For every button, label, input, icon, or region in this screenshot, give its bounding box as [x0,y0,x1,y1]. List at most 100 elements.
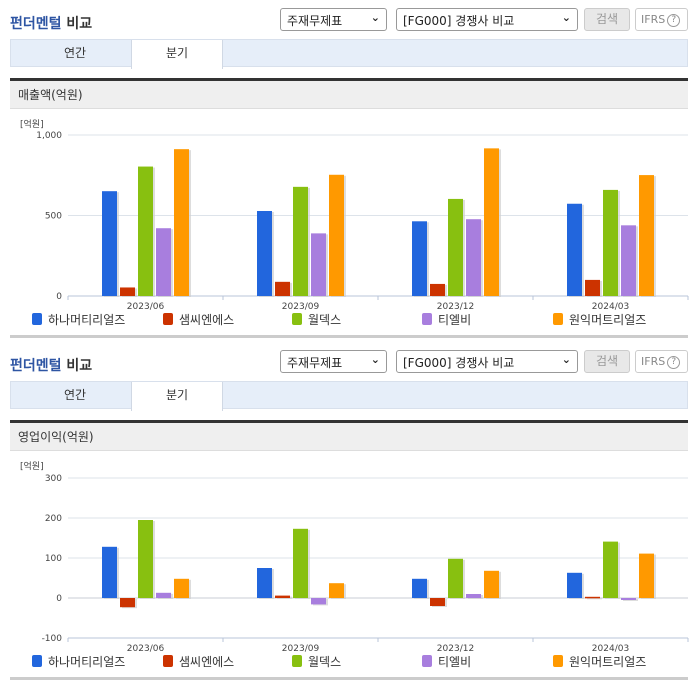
bar[interactable] [567,572,582,598]
bar[interactable] [174,578,189,598]
chart-section-title: 영업이익(억원) [10,423,688,451]
x-tick-label: 2023/06 [127,644,165,654]
statement-type-select[interactable]: 주재무제표 ⌄ [280,8,387,31]
y-tick-label: 0 [56,594,62,604]
bar[interactable] [174,149,189,296]
bar[interactable] [293,528,308,598]
bar[interactable] [412,578,427,598]
bar[interactable] [311,598,326,605]
panel-header: 펀더멘털 비교 주재무제표 ⌄ [FG000] 경쟁사 비교 ⌄ 검색 IFRS? [0,342,696,382]
legend-item[interactable]: 하나머티리얼즈 [32,655,125,669]
legend-item[interactable]: 티엘비 [422,313,471,327]
bar[interactable] [639,175,654,296]
bar[interactable] [448,198,463,296]
search-button[interactable]: 검색 [584,350,630,373]
bar[interactable] [621,598,636,600]
ifrs-help-button[interactable]: IFRS? [635,350,688,373]
bar[interactable] [448,558,463,598]
bar[interactable] [603,541,618,598]
legend-label: 하나머티리얼즈 [48,313,126,327]
tab-quarterly[interactable]: 분기 [131,382,223,411]
bar[interactable] [120,598,135,608]
bar[interactable] [257,568,272,598]
chevron-down-icon: ⌄ [561,11,571,24]
bar[interactable] [329,583,344,598]
x-tick-label: 2023/12 [437,644,474,654]
chevron-down-icon: ⌄ [370,11,380,24]
y-tick-label: 300 [45,474,62,484]
bar[interactable] [430,598,445,606]
operating-profit-bar-chart: -100 0 100 200 300 2023/06 2023/09 2023/12 2024/… [42,474,689,654]
bar[interactable] [329,174,344,296]
legend-item[interactable]: 월덱스 [292,313,341,327]
tab-quarterly[interactable]: 분기 [131,40,223,69]
legend-label: 월덱스 [308,655,342,669]
divider [10,78,688,81]
chevron-down-icon: ⌄ [561,353,571,366]
legend-item[interactable]: 월덱스 [292,655,341,669]
bar[interactable] [585,279,600,296]
bar[interactable] [293,186,308,296]
legend-label: 샘씨엔에스 [179,655,235,669]
bar[interactable] [466,594,481,598]
y-tick-label: 200 [45,514,62,524]
comparison-group-select[interactable]: [FG000] 경쟁사 비교 ⌄ [396,350,578,373]
x-tick-label: 2024/03 [592,644,629,654]
legend-swatch-icon [553,313,563,325]
chart-legend: 하나머티리얼즈 샘씨엔에스 월덱스 티엘비 원익머트리얼즈 [0,313,696,329]
tab-annual[interactable]: 연간 [63,388,87,402]
panel-header: 펀더멘털 비교 주재무제표 ⌄ [FG000] 경쟁사 비교 ⌄ 검색 IFRS? [0,0,696,40]
x-tick-label: 2023/09 [282,302,320,312]
bar[interactable] [430,283,445,296]
bar[interactable] [275,281,290,296]
comparison-group-select[interactable]: [FG000] 경쟁사 비교 ⌄ [396,8,578,31]
bar[interactable] [412,221,427,296]
bar[interactable] [639,553,654,598]
legend-label: 샘씨엔에스 [179,313,235,327]
search-button[interactable]: 검색 [584,8,630,31]
bar[interactable] [138,520,153,598]
unit-label: [억원] [20,120,44,130]
statement-type-select[interactable]: 주재무제표 ⌄ [280,350,387,373]
period-tabs: 연간 분기 [10,381,688,411]
panel-title: 펀더멘털 비교 [10,16,93,32]
bar[interactable] [585,596,600,599]
divider [10,677,688,680]
bar[interactable] [621,225,636,296]
bar[interactable] [567,203,582,296]
tab-annual[interactable]: 연간 [63,46,87,60]
bar[interactable] [275,595,290,598]
bar[interactable] [257,210,272,296]
ifrs-help-button[interactable]: IFRS? [635,8,688,31]
legend-label: 월덱스 [308,313,342,327]
y-tick-label: -100 [42,634,63,644]
legend-swatch-icon [422,313,432,325]
revenue-bar-chart: 0 500 1,000 2023/06 2023/09 2023/12 2024/03 [36,131,689,312]
bar[interactable] [466,219,481,296]
chevron-down-icon: ⌄ [370,353,380,366]
legend-swatch-icon [163,313,173,325]
bar[interactable] [311,233,326,296]
bar[interactable] [120,287,135,296]
legend-swatch-icon [32,313,42,325]
legend-label: 티엘비 [438,655,472,669]
legend-item[interactable]: 원익머트리얼즈 [553,313,646,327]
bar[interactable] [156,228,171,296]
y-tick-label: 100 [45,554,62,564]
bar[interactable] [102,546,117,598]
legend-swatch-icon [292,655,302,667]
bar[interactable] [138,166,153,296]
bar[interactable] [156,592,171,598]
period-tabs: 연간 분기 [10,39,688,69]
bar[interactable] [484,570,499,598]
legend-item[interactable]: 원익머트리얼즈 [553,655,646,669]
bar[interactable] [603,189,618,296]
legend-item[interactable]: 하나머티리얼즈 [32,313,125,327]
bar[interactable] [484,148,499,296]
legend-item[interactable]: 샘씨엔에스 [163,655,234,669]
legend-item[interactable]: 티엘비 [422,655,471,669]
panel-title: 펀더멘털 비교 [10,358,93,374]
bar[interactable] [102,191,117,296]
legend-item[interactable]: 샘씨엔에스 [163,313,234,327]
y-tick-label: 0 [56,292,62,302]
